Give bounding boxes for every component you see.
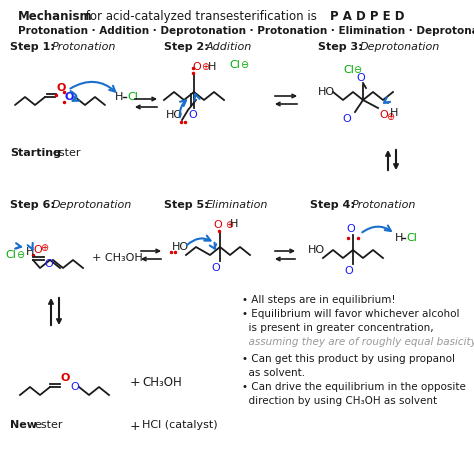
- Text: Elimination: Elimination: [206, 200, 268, 210]
- Text: • Can drive the equilibrium in the opposite: • Can drive the equilibrium in the oppos…: [242, 382, 466, 392]
- Text: CH₃OH: CH₃OH: [142, 375, 182, 389]
- Text: is present in greater concentration,: is present in greater concentration,: [242, 323, 434, 333]
- Text: Protonation · Addition · Deprotonation · Protonation · Elimination · Deprotonati: Protonation · Addition · Deprotonation ·…: [18, 26, 474, 36]
- Text: Step 2:: Step 2:: [164, 42, 209, 52]
- Text: Step 5:: Step 5:: [164, 200, 209, 210]
- Text: O: O: [57, 83, 66, 93]
- Text: Cl: Cl: [343, 65, 354, 75]
- Text: O: O: [61, 373, 70, 383]
- Text: HO: HO: [318, 87, 335, 97]
- Text: H: H: [208, 62, 216, 72]
- Text: H: H: [230, 219, 238, 229]
- Text: • Equilibrium will favor whichever alcohol: • Equilibrium will favor whichever alcoh…: [242, 309, 459, 319]
- Text: ⊖: ⊖: [240, 60, 248, 70]
- Text: New: New: [10, 420, 37, 430]
- Text: + CH₃OH: + CH₃OH: [92, 253, 143, 263]
- Text: O: O: [65, 92, 74, 102]
- Text: HO: HO: [166, 110, 183, 120]
- Text: P A D P E D: P A D P E D: [330, 10, 404, 23]
- Text: Cl: Cl: [127, 92, 138, 102]
- Text: Cl: Cl: [229, 60, 240, 70]
- Text: O: O: [346, 224, 356, 234]
- Text: Cl: Cl: [5, 250, 16, 260]
- Text: ⊕: ⊕: [386, 112, 394, 122]
- Text: as solvent.: as solvent.: [242, 368, 305, 378]
- Text: ⊖: ⊖: [353, 65, 361, 75]
- Text: HCl (catalyst): HCl (catalyst): [142, 420, 218, 430]
- Text: direction by using CH₃OH as solvent: direction by using CH₃OH as solvent: [242, 396, 437, 406]
- Text: O: O: [44, 259, 53, 269]
- Text: • Can get this product by using propanol: • Can get this product by using propanol: [242, 354, 455, 364]
- Text: HO: HO: [308, 245, 325, 255]
- Text: O: O: [214, 220, 222, 230]
- Text: H: H: [115, 92, 123, 102]
- Text: O: O: [33, 245, 42, 255]
- Text: Deprotonation: Deprotonation: [360, 42, 440, 52]
- Text: Protonation: Protonation: [52, 42, 117, 52]
- Text: ester: ester: [34, 420, 63, 430]
- Text: O: O: [188, 110, 197, 120]
- Text: O: O: [70, 382, 79, 392]
- Text: +: +: [130, 375, 141, 389]
- Text: O: O: [342, 114, 351, 124]
- Text: H: H: [395, 233, 403, 243]
- Text: Starting: Starting: [10, 148, 61, 158]
- Text: assuming they are of roughly equal basicity: assuming they are of roughly equal basic…: [242, 337, 474, 347]
- Text: Cl: Cl: [406, 233, 417, 243]
- Text: O: O: [211, 263, 220, 273]
- Text: H: H: [26, 247, 35, 257]
- Text: O: O: [379, 110, 388, 120]
- Text: ester: ester: [52, 148, 81, 158]
- Text: Mechanism: Mechanism: [18, 10, 92, 23]
- Text: Addition: Addition: [206, 42, 252, 52]
- Text: Step 4:: Step 4:: [310, 200, 355, 210]
- Text: O: O: [192, 62, 201, 72]
- Text: ⊕: ⊕: [40, 243, 48, 253]
- Text: ⊖: ⊖: [16, 250, 24, 260]
- Text: • All steps are in equilibrium!: • All steps are in equilibrium!: [242, 295, 396, 305]
- Text: O: O: [356, 73, 365, 83]
- Text: Deprotonation: Deprotonation: [52, 200, 132, 210]
- Text: Protonation: Protonation: [352, 200, 416, 210]
- Text: H: H: [390, 108, 398, 118]
- Text: O: O: [345, 266, 354, 276]
- Text: Step 3:: Step 3:: [318, 42, 363, 52]
- Text: Step 6:: Step 6:: [10, 200, 55, 210]
- Text: ⊕: ⊕: [225, 220, 233, 230]
- Text: Step 1:: Step 1:: [10, 42, 55, 52]
- Text: for acid-catalyzed transesterification is: for acid-catalyzed transesterification i…: [82, 10, 320, 23]
- Text: HO: HO: [172, 242, 189, 252]
- Text: ⊕: ⊕: [201, 62, 209, 72]
- Text: +: +: [130, 420, 141, 433]
